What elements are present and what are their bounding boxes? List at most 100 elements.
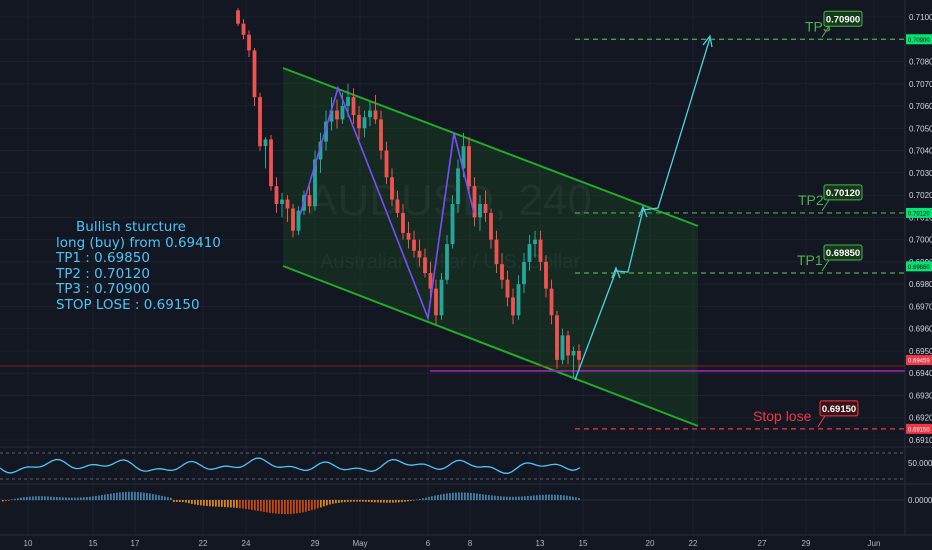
candle-body: [395, 199, 400, 213]
macd-bar: [128, 491, 130, 500]
candle-body: [291, 208, 295, 231]
macd-bar: [443, 493, 445, 500]
candle-body: [362, 117, 367, 129]
candle-body: [566, 335, 570, 356]
macd-bar: [548, 494, 550, 500]
macd-bar: [356, 500, 358, 502]
price-tag-value: 0.70120: [908, 211, 930, 217]
time-axis[interactable]: 10 15 17 22 24 29 May 6 8 13 15 20 22 27 29 Jun: [0, 534, 932, 548]
macd-bar: [53, 496, 55, 500]
candle-body: [324, 121, 328, 142]
level-value-box: [823, 184, 863, 201]
macd-bar: [170, 497, 172, 500]
price-tag-value: 0.69880: [908, 265, 930, 271]
zigzag-line: [299, 85, 475, 322]
candle-body: [456, 168, 460, 205]
candle-body: [450, 204, 455, 245]
macd-bar: [107, 494, 109, 500]
candle-body: [401, 212, 405, 233]
time-tick-label: 22: [689, 539, 698, 548]
macd-bar: [371, 500, 373, 503]
macd-bar: [194, 500, 196, 505]
candle-body: [439, 279, 444, 316]
trade-annotation[interactable]: Bullish sturcture long (buy) from 0.6941…: [56, 219, 221, 313]
price-tags: 0.70900 0.70120 0.69880 0.69459 0.69150: [906, 34, 932, 434]
macd-bar: [542, 494, 544, 500]
macd-bar: [167, 497, 169, 500]
time-tick-label: May: [352, 539, 367, 548]
macd-bar: [227, 500, 229, 508]
level-value-box: [823, 244, 863, 261]
macd-bar: [455, 492, 457, 500]
macd-bar: [314, 500, 316, 510]
annotation-tp3: TP3 : 0.70900: [56, 281, 150, 297]
macd-bar: [422, 498, 424, 500]
macd-bar: [320, 500, 322, 508]
macd-bar: [182, 500, 184, 503]
candle-body: [461, 146, 466, 169]
macd-bar: [197, 500, 199, 505]
macd-bar: [533, 495, 535, 500]
entry-line[interactable]: [0, 365, 905, 372]
macd-bar: [176, 500, 178, 503]
macd-bar: [527, 496, 529, 500]
zigzag-pattern[interactable]: [299, 85, 475, 322]
time-tick-label: 29: [311, 539, 320, 548]
macd-bar: [209, 500, 211, 507]
candle-body: [357, 114, 361, 129]
macd-bar: [440, 494, 442, 500]
macd-bar: [287, 500, 289, 515]
candle-body: [417, 250, 422, 258]
candle-body: [258, 97, 262, 147]
macd-bar: [263, 500, 265, 512]
candle-body: [494, 239, 499, 265]
candle-body: [384, 150, 389, 178]
macd-bar: [428, 496, 430, 500]
macd-bar: [515, 496, 517, 500]
macd-bar: [179, 500, 181, 503]
time-tick-label: 6: [426, 539, 431, 548]
macd-bar: [332, 500, 334, 504]
macd-bar: [65, 497, 67, 500]
macd-bar: [368, 500, 370, 502]
macd-bar: [203, 500, 205, 506]
macd-bar: [164, 496, 166, 500]
macd-bar: [386, 500, 388, 503]
macd-bar: [308, 500, 310, 511]
price-tag-box: [906, 207, 932, 218]
projected-path[interactable]: [574, 34, 713, 381]
candle-body: [329, 110, 334, 122]
macd-bar: [11, 499, 13, 500]
macd-bar: [47, 496, 49, 500]
macd-bar: [338, 500, 340, 503]
macd-bar: [230, 500, 232, 508]
macd-bar: [275, 500, 277, 514]
macd-bar: [149, 493, 151, 500]
price-tag-value: 0.69459: [908, 359, 930, 365]
watermark-symbol: AUDUSD, 240: [308, 176, 592, 225]
candle-body: [346, 97, 350, 107]
macd-bar: [110, 493, 112, 500]
candle-body: [318, 141, 323, 160]
macd-bar: [407, 500, 409, 502]
macd-bar: [23, 497, 25, 500]
macd-bar: [329, 500, 331, 505]
macd-bar: [272, 500, 274, 514]
time-tick-label: 29: [802, 539, 811, 548]
macd-bar: [224, 500, 226, 508]
macd-bar: [395, 500, 397, 503]
macd-bar: [353, 500, 355, 502]
candle-body: [522, 261, 526, 285]
time-tick-label: 10: [24, 539, 33, 548]
macd-bar: [239, 500, 241, 509]
macd-bar: [425, 497, 427, 500]
candles: [236, 8, 581, 378]
candle-body: [373, 110, 378, 120]
macd-bar: [143, 492, 145, 500]
